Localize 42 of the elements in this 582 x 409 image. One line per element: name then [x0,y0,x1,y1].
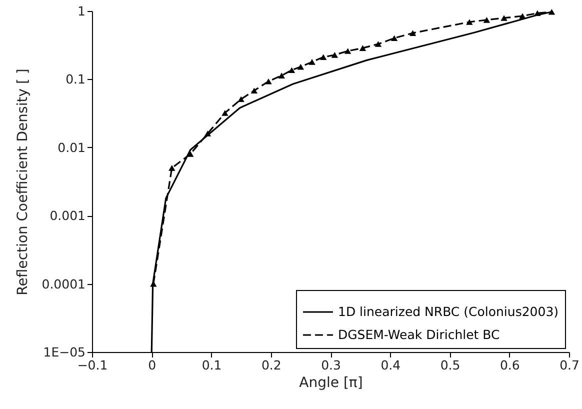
x-tick-label: 0.4 [380,358,401,372]
point [204,130,212,136]
point [390,35,398,42]
point [359,45,366,51]
x-tick-label: 0.3 [321,358,341,372]
y-tick-label: 1E−05 [43,344,86,360]
point [278,72,285,78]
legend-label: DGSEM-Weak Dirichlet BC [338,327,500,342]
point [344,48,352,54]
x-tick-label: 0 [148,358,156,372]
point [519,13,526,19]
x-axis-title: Angle [π] [299,375,363,391]
point [374,41,382,47]
point [238,96,244,102]
point [168,165,176,171]
point [500,15,508,21]
point [297,64,304,70]
point [331,52,338,58]
x-tick-label: 0.6 [500,358,520,372]
x-tick-label: 0.1 [202,358,222,372]
point [308,59,316,65]
point [483,17,490,23]
point [320,54,327,60]
y-tick-label: 0.0001 [42,276,86,292]
point [409,30,416,36]
y-tick-label: 0.01 [58,140,86,155]
point [288,67,296,73]
x-tick-label: −0.1 [77,358,108,372]
y-tick-label: 0.1 [66,72,86,87]
y-tick-label: 1 [78,4,86,18]
point [466,19,473,25]
point [250,88,258,94]
x-tick-label: 0.2 [261,358,282,372]
legend-label: 1D linearized NRBC (Colonius2003) [338,304,559,319]
point [222,110,228,116]
point [265,78,272,84]
point [187,151,194,157]
y-axis-title: Reflection Coefficient Density [ ] [14,68,31,296]
x-tick-label: 0.5 [440,358,460,372]
point [534,10,541,16]
y-tick-label: 0.001 [50,208,86,224]
x-tick-label: 0.7 [560,358,580,372]
